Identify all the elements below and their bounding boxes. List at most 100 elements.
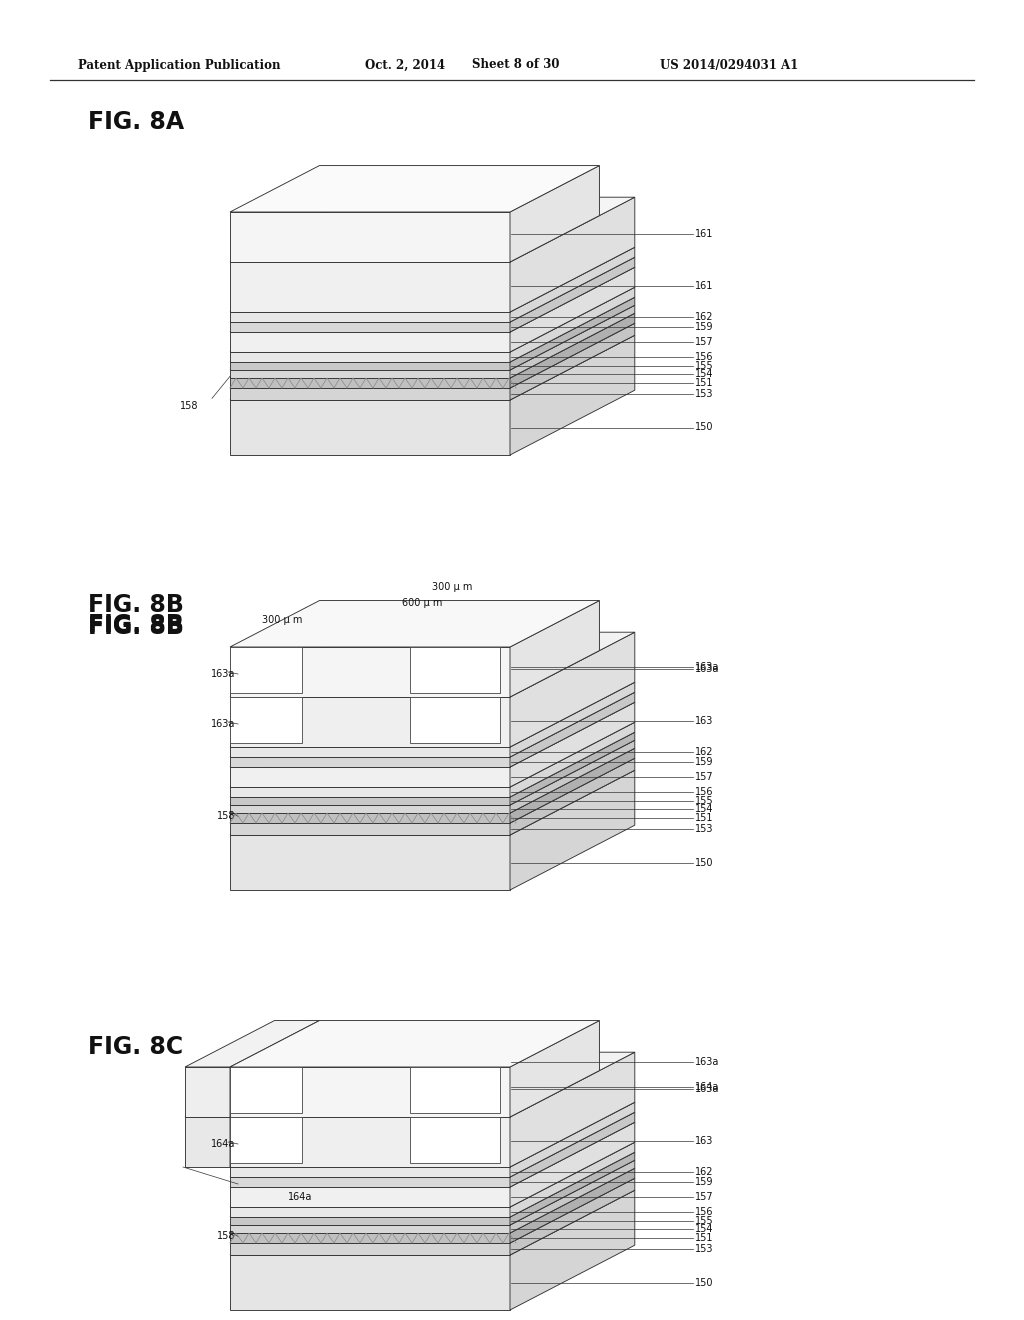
Polygon shape	[230, 297, 635, 362]
Text: 151: 151	[695, 813, 714, 822]
Text: 151: 151	[695, 1233, 714, 1243]
Text: 158: 158	[180, 401, 199, 412]
Polygon shape	[230, 312, 510, 322]
Text: 159: 159	[695, 756, 714, 767]
Polygon shape	[230, 1052, 635, 1117]
Text: 157: 157	[695, 337, 714, 347]
Polygon shape	[230, 165, 599, 213]
Polygon shape	[230, 335, 635, 400]
Polygon shape	[230, 1113, 635, 1177]
Text: 153: 153	[695, 824, 714, 834]
Polygon shape	[230, 770, 635, 836]
Text: 156: 156	[695, 1206, 714, 1217]
Text: 164a: 164a	[211, 1139, 234, 1148]
Polygon shape	[510, 1191, 635, 1309]
Polygon shape	[230, 1067, 302, 1113]
Polygon shape	[230, 601, 599, 647]
Text: 157: 157	[695, 1192, 714, 1203]
Polygon shape	[230, 747, 510, 756]
Polygon shape	[185, 1020, 319, 1067]
Text: 154: 154	[695, 804, 714, 814]
Text: US 2014/0294031 A1: US 2014/0294031 A1	[660, 58, 799, 71]
Text: 158: 158	[216, 812, 234, 821]
Polygon shape	[510, 288, 635, 362]
Polygon shape	[410, 697, 500, 743]
Text: 158: 158	[216, 1232, 234, 1241]
Polygon shape	[410, 1117, 500, 1163]
Polygon shape	[410, 1067, 500, 1113]
Text: FIG. 8B: FIG. 8B	[88, 593, 184, 616]
Polygon shape	[230, 1233, 510, 1243]
Polygon shape	[230, 1225, 510, 1233]
Text: 157: 157	[695, 772, 714, 781]
Polygon shape	[230, 767, 510, 787]
Text: 151: 151	[695, 378, 714, 388]
Polygon shape	[230, 1255, 510, 1309]
Polygon shape	[230, 362, 510, 370]
Text: 161: 161	[695, 281, 714, 290]
Text: FIG. 8C: FIG. 8C	[88, 1035, 183, 1059]
Polygon shape	[230, 748, 635, 813]
Polygon shape	[230, 647, 510, 697]
Polygon shape	[230, 1187, 510, 1206]
Text: 153: 153	[695, 389, 714, 399]
Text: 159: 159	[695, 322, 714, 333]
Polygon shape	[510, 682, 635, 756]
Text: 150: 150	[695, 858, 714, 867]
Polygon shape	[230, 822, 510, 836]
Polygon shape	[510, 741, 635, 813]
Polygon shape	[185, 1067, 230, 1117]
Polygon shape	[230, 388, 510, 400]
Polygon shape	[230, 758, 635, 822]
Polygon shape	[230, 197, 635, 261]
Text: 163: 163	[695, 715, 714, 726]
Polygon shape	[510, 1052, 635, 1167]
Polygon shape	[230, 692, 635, 756]
Polygon shape	[510, 257, 635, 333]
Polygon shape	[230, 1179, 635, 1243]
Text: 150: 150	[695, 422, 714, 433]
Text: 156: 156	[695, 787, 714, 797]
Polygon shape	[510, 1122, 635, 1206]
Polygon shape	[230, 1117, 510, 1167]
Text: 162: 162	[695, 747, 714, 756]
Polygon shape	[230, 682, 635, 747]
Polygon shape	[230, 305, 635, 370]
Polygon shape	[510, 770, 635, 890]
Polygon shape	[230, 647, 302, 693]
Text: 153: 153	[695, 1243, 714, 1254]
Polygon shape	[230, 370, 510, 378]
Polygon shape	[230, 1177, 510, 1187]
Polygon shape	[230, 797, 510, 805]
Polygon shape	[510, 733, 635, 805]
Text: 156: 156	[695, 352, 714, 362]
Polygon shape	[230, 722, 635, 787]
Polygon shape	[230, 288, 635, 352]
Polygon shape	[230, 1152, 635, 1217]
Text: 600 μ m: 600 μ m	[402, 598, 442, 607]
Text: 155: 155	[695, 360, 714, 371]
Text: FIG. 8B: FIG. 8B	[88, 615, 184, 639]
Polygon shape	[510, 267, 635, 352]
Text: FIG. 8A: FIG. 8A	[88, 110, 184, 135]
Text: 300 μ m: 300 μ m	[432, 582, 473, 591]
Polygon shape	[230, 787, 510, 797]
Polygon shape	[510, 1113, 635, 1187]
Polygon shape	[230, 378, 510, 388]
Polygon shape	[230, 1243, 510, 1255]
Polygon shape	[230, 1142, 635, 1206]
Polygon shape	[230, 1052, 354, 1167]
Text: 159: 159	[695, 1177, 714, 1187]
Polygon shape	[510, 758, 635, 836]
Polygon shape	[230, 1117, 302, 1163]
Polygon shape	[510, 1020, 599, 1117]
Polygon shape	[510, 247, 635, 322]
Polygon shape	[510, 197, 635, 312]
Polygon shape	[510, 305, 635, 378]
Polygon shape	[230, 741, 635, 805]
Polygon shape	[230, 1217, 510, 1225]
Polygon shape	[230, 1206, 510, 1217]
Text: 154: 154	[695, 1224, 714, 1234]
Polygon shape	[510, 692, 635, 767]
Polygon shape	[230, 1067, 510, 1117]
